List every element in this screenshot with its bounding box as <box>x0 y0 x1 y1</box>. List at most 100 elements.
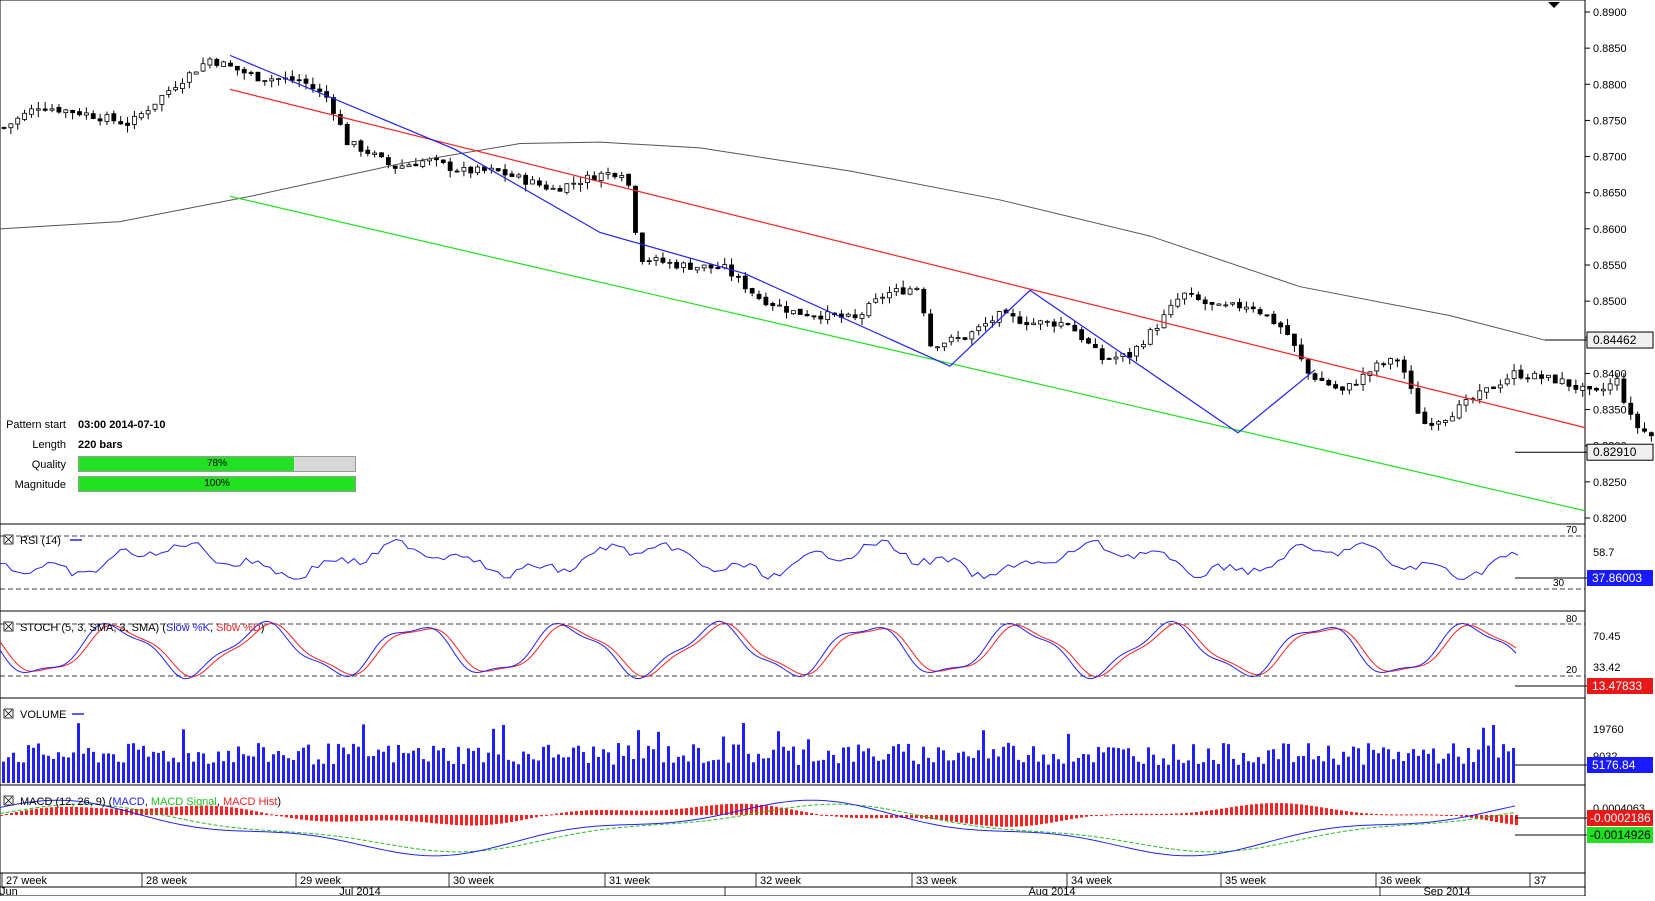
macd-hist-bar <box>330 815 333 822</box>
chevron-down-icon[interactable] <box>1548 2 1560 8</box>
volume-bar <box>227 750 230 783</box>
macd-hist-bar <box>770 806 773 815</box>
macd-hist-bar <box>220 806 223 815</box>
macd-hist-bar <box>1000 815 1003 827</box>
macd-hist-bar <box>285 815 288 818</box>
volume-bar <box>1137 761 1140 783</box>
macd-hist-bar <box>955 815 958 823</box>
macd-hist-bar <box>75 806 78 815</box>
candle-body <box>900 287 906 295</box>
volume-bar <box>237 746 240 783</box>
volume-bar <box>12 752 15 783</box>
candle-body <box>530 179 535 185</box>
macd-hist-bar <box>1420 814 1423 816</box>
volume-bar <box>587 763 590 783</box>
candle-body <box>536 180 542 186</box>
macd-title-text: MACD (12, 26, 9) (MACD, MACD Signal, MAC… <box>20 796 281 808</box>
stoch-value-label: 13.47833 <box>1592 679 1642 693</box>
macd-hist-bar <box>495 815 498 825</box>
volume-bar <box>1212 760 1215 783</box>
macd-hist-bar <box>1070 815 1073 820</box>
volume-bar <box>1337 764 1340 783</box>
volume-bar <box>1312 759 1315 783</box>
stoch-title-text: STOCH (5, 3, SMA, 3, SMA) (Slow %K, Slow… <box>20 622 264 634</box>
volume-bar <box>502 724 505 783</box>
volume-bar <box>612 764 615 783</box>
volume-bar <box>822 759 825 783</box>
macd-hist-bar <box>590 810 593 815</box>
volume-bar <box>717 759 720 783</box>
macd-hist-bar <box>610 810 613 815</box>
volume-bar <box>1302 755 1305 783</box>
candle-body <box>29 108 34 115</box>
macd-value-label-1: -0.0002186 <box>1590 811 1651 825</box>
week-label: 31 week <box>609 875 650 887</box>
macd-hist-bar <box>1405 814 1408 816</box>
macd-hist-bar <box>1025 815 1028 826</box>
macd-hist-bar <box>650 810 653 815</box>
macd-hist-bar <box>450 815 453 825</box>
volume-bar <box>72 752 75 783</box>
macd-hist-bar <box>40 808 43 815</box>
candle-body <box>825 311 831 320</box>
candle-body <box>1497 384 1503 389</box>
macd-hist-bar <box>1415 814 1418 816</box>
volume-bar <box>1267 750 1270 783</box>
candle-body <box>605 172 611 175</box>
macd-hist-bar <box>1515 815 1518 826</box>
volume-bar <box>192 761 195 783</box>
volume-bar <box>197 752 200 783</box>
volume-bar <box>1317 755 1320 783</box>
candle-body <box>1031 322 1036 325</box>
y-tick-label: 0.8650 <box>1593 188 1627 200</box>
macd-hist-bar <box>1320 807 1323 815</box>
candle-body <box>523 174 529 185</box>
volume-bar <box>1002 746 1005 783</box>
candle-body <box>1422 411 1428 425</box>
candle-body <box>1079 329 1085 341</box>
macd-hist-bar <box>400 815 403 821</box>
volume-bar <box>892 746 895 783</box>
macd-hist-bar <box>1285 803 1288 815</box>
volume-bar <box>1467 747 1470 783</box>
candle-body <box>990 320 995 323</box>
macd-hist-bar <box>1395 814 1398 816</box>
volume-bar <box>637 730 640 783</box>
week-label: 29 week <box>300 875 341 887</box>
macd-hist-bar <box>880 815 883 819</box>
rsi-panel <box>0 523 1586 612</box>
candle-body <box>1594 387 1599 391</box>
macd-hist-bar <box>420 815 423 823</box>
volume-bar <box>1322 761 1325 783</box>
candle-body <box>1250 306 1256 310</box>
main-panel <box>0 0 1586 525</box>
macd-hist-bar <box>60 806 63 815</box>
candle-body <box>461 166 467 172</box>
candle-body <box>138 113 144 119</box>
volume-bar <box>522 751 525 783</box>
macd-hist-bar <box>160 807 163 815</box>
volume-bar <box>397 744 400 783</box>
volume-bar <box>827 750 830 783</box>
volume-bar <box>787 750 790 783</box>
macd-hist-bar <box>375 815 378 821</box>
volume-bar <box>707 761 710 783</box>
volume-bar <box>92 751 95 783</box>
macd-hist-bar <box>1095 815 1098 816</box>
volume-bar <box>802 749 805 783</box>
volume-bar <box>997 756 1000 783</box>
candle-body <box>255 71 261 82</box>
macd-hist-bar <box>680 808 683 815</box>
macd-hist-bar <box>85 807 88 815</box>
candle-body <box>351 140 357 146</box>
candle-body <box>1292 333 1297 346</box>
macd-hist-bar <box>165 807 168 815</box>
macd-hist-bar <box>790 809 793 815</box>
volume-bar <box>262 747 265 783</box>
macd-hist-bar <box>1460 815 1463 817</box>
candle-body <box>873 298 879 303</box>
week-label: 36 week <box>1380 875 1421 887</box>
volume-bar <box>1407 753 1410 783</box>
macd-hist-bar <box>555 813 558 815</box>
